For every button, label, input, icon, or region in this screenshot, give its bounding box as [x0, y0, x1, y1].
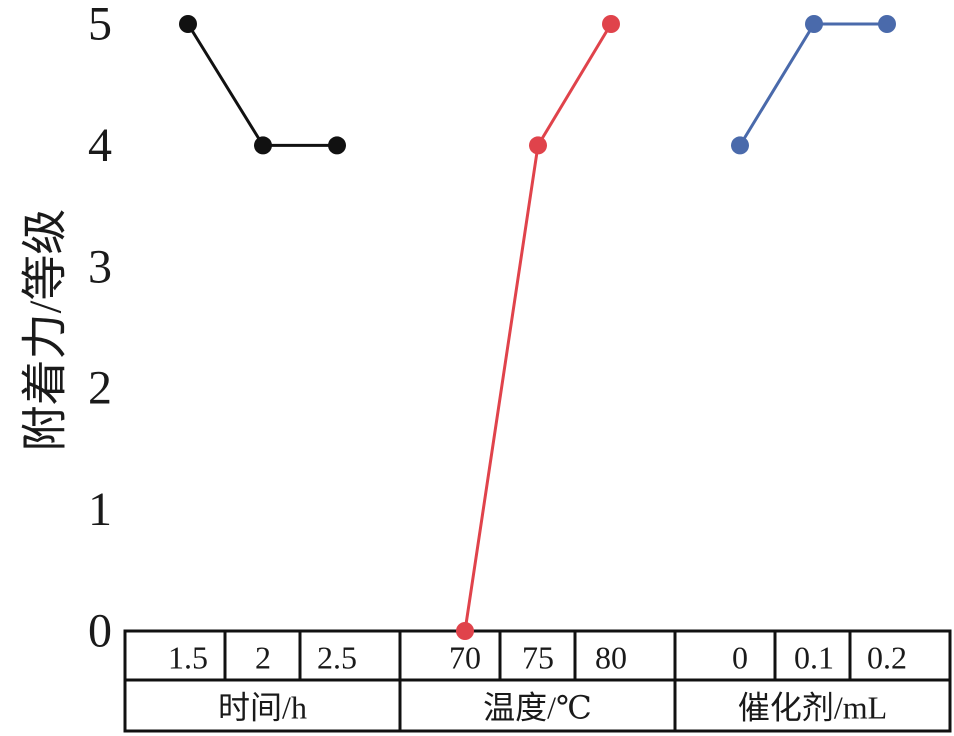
data-point-0-2 — [328, 136, 346, 155]
data-point-0-0 — [179, 15, 197, 33]
data-point-1-1 — [529, 136, 547, 155]
y-ticks: 0 1 2 3 4 5 — [88, 0, 112, 658]
y-tick-label-5: 5 — [88, 0, 112, 51]
x-tick-label-2-1: 0.1 — [794, 640, 834, 676]
x-tick-label-0-0: 1.5 — [168, 640, 208, 676]
series-1 — [456, 15, 620, 640]
series-0 — [179, 15, 346, 155]
group-label-0: 时间/h — [218, 690, 307, 726]
x-tick-label-2-2: 0.2 — [867, 640, 907, 676]
x-tick-label-1-2: 80 — [595, 640, 627, 676]
data-point-2-0 — [731, 136, 749, 155]
data-point-1-2 — [602, 15, 620, 33]
x-tick-label-0-2: 2.5 — [317, 640, 357, 676]
y-tick-label-4: 4 — [88, 119, 112, 172]
series-line-2 — [738, 22, 887, 147]
group-label-2: 催化剂/mL — [738, 690, 887, 726]
x-tick-label-1-1: 75 — [522, 640, 554, 676]
series-layer — [179, 15, 896, 640]
x-tick-label-2-0: 0 — [732, 640, 748, 676]
x-tick-label-0-1: 2 — [255, 640, 271, 676]
group-label-1: 温度/℃ — [483, 690, 592, 726]
data-point-2-2 — [878, 15, 896, 33]
y-tick-label-3: 3 — [88, 240, 112, 293]
data-point-2-1 — [805, 15, 823, 33]
y-tick-label-2: 2 — [88, 362, 112, 415]
data-point-1-0 — [456, 622, 474, 640]
y-tick-label-1: 1 — [88, 483, 112, 536]
data-point-0-1 — [254, 136, 272, 155]
series-line-0 — [186, 23, 337, 147]
series-2 — [731, 15, 896, 155]
x-tick-label-1-0: 70 — [449, 640, 481, 676]
y-tick-label-0: 0 — [88, 605, 112, 658]
series-line-1 — [463, 23, 613, 632]
y-axis-label: 附着力/等级 — [20, 209, 71, 452]
